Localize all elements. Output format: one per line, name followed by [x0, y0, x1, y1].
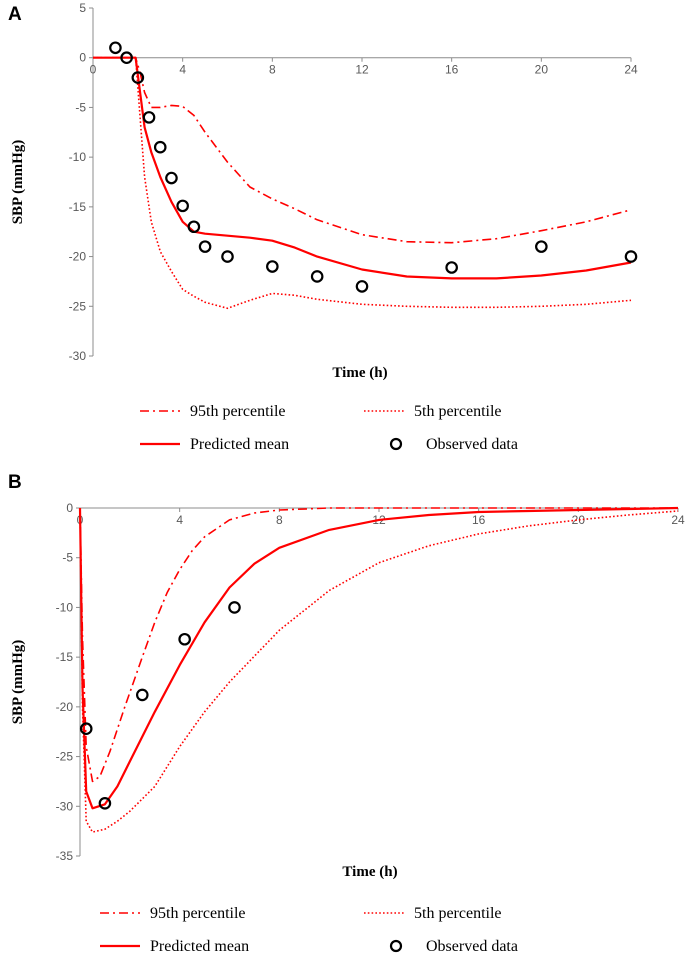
legend-item-95th-percentile: 95th percentile [140, 403, 286, 420]
observed-data-point [176, 199, 189, 213]
series-line-95th-percentile [93, 56, 632, 244]
y-tick-label: 0 [66, 501, 73, 515]
series-line-predicted-mean [78, 506, 679, 810]
observed-data-point [266, 260, 279, 273]
observed-data-point [120, 51, 133, 65]
observed-data-point [178, 632, 191, 646]
observed-data-point [187, 220, 201, 234]
x-tick-label: 4 [179, 63, 186, 77]
y-tick-label: -5 [62, 551, 73, 565]
x-tick-label: 20 [572, 513, 586, 527]
x-tick-label: 8 [269, 63, 276, 77]
legend-label: 95th percentile [150, 905, 246, 922]
observed-data-point [98, 797, 112, 810]
series-line-5th-percentile [79, 507, 679, 833]
legend-label: 5th percentile [414, 905, 502, 922]
legend-item-5th-percentile: 5th percentile [364, 905, 502, 922]
observed-data-point [142, 111, 156, 124]
y-axis-title: SBP (mmHg) [10, 140, 26, 225]
y-tick-label: -15 [69, 200, 87, 214]
y-tick-label: -35 [56, 849, 74, 863]
x-tick-label: 20 [535, 63, 549, 77]
x-tick-label: 24 [671, 513, 685, 527]
x-tick-label: 24 [624, 63, 638, 77]
y-tick-label: -10 [56, 600, 74, 614]
y-tick-label: -30 [69, 349, 87, 363]
observed-data-point [355, 280, 369, 293]
series-line-95th-percentile [79, 507, 678, 783]
panel-label-b: B [8, 472, 22, 493]
x-tick-label: 8 [276, 513, 283, 527]
legend-item-observed-data: Observed data [389, 436, 518, 453]
observed-data-point [198, 240, 212, 253]
panel-label-a: A [8, 4, 22, 25]
y-tick-label: 5 [79, 1, 86, 15]
legend-label: Predicted mean [190, 436, 289, 453]
observed-data-point [153, 140, 167, 154]
observed-data-point [228, 601, 241, 614]
x-tick-label: 0 [90, 63, 97, 77]
x-tick-label: 12 [355, 63, 369, 77]
y-tick-label: -25 [69, 299, 87, 313]
legend-swatch-marker [389, 939, 403, 953]
legend-label: Observed data [426, 938, 518, 955]
chart-panel-a: 5 0 -5 -10 -15 -20 -25 -30 0 4 8 12 16 20 24 Time (h) SB… [10, 1, 638, 453]
series-line-5th-percentile [93, 56, 632, 310]
observed-data-point [135, 688, 149, 702]
x-tick-label: 16 [472, 513, 486, 527]
observed-data-point [165, 171, 178, 185]
y-tick-label: -5 [75, 100, 86, 114]
x-axis-title: Time (h) [342, 864, 397, 880]
legend-item-predicted-mean: Predicted mean [100, 938, 249, 955]
legend-swatch-marker [389, 437, 403, 451]
observed-data-point [131, 71, 145, 84]
observed-data-point [221, 250, 234, 263]
y-tick-label: -30 [56, 799, 74, 813]
observed-data-point [79, 722, 93, 736]
x-tick-label: 4 [176, 513, 183, 527]
y-tick-label: -25 [56, 750, 74, 764]
legend-item-predicted-mean: Predicted mean [140, 436, 289, 453]
y-tick-label: -10 [69, 150, 87, 164]
y-tick-label: -20 [69, 250, 87, 264]
observed-data-point [624, 250, 638, 263]
legend-item-observed-data: Observed data [389, 938, 518, 955]
observed-data-point [535, 240, 548, 253]
observed-data-point [310, 270, 324, 283]
legend-item-5th-percentile: 5th percentile [364, 403, 502, 420]
x-tick-label: 16 [445, 63, 459, 77]
y-tick-label: -15 [56, 650, 74, 664]
x-axis-title: Time (h) [332, 365, 387, 381]
legend-label: 95th percentile [190, 403, 286, 420]
legend-label: Predicted mean [150, 938, 249, 955]
observed-data-point [109, 41, 122, 55]
legend-label: 5th percentile [414, 403, 502, 420]
legend-label: Observed data [426, 436, 518, 453]
y-tick-label: -20 [56, 700, 74, 714]
series-line-predicted-mean [93, 56, 632, 280]
y-tick-label: 0 [79, 51, 86, 65]
observed-data-point [445, 261, 458, 274]
y-axis-title: SBP (mmHg) [10, 640, 26, 725]
legend-item-95th-percentile: 95th percentile [100, 905, 246, 922]
